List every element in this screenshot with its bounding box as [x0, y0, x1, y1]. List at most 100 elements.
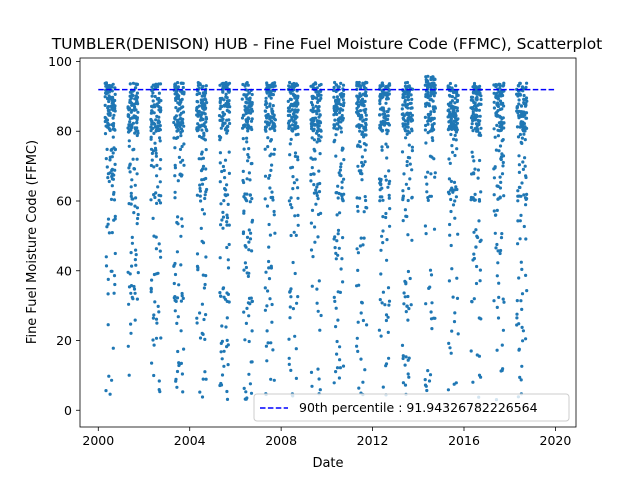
data-point: [498, 144, 503, 148]
data-point: [267, 121, 272, 125]
data-point: [359, 311, 363, 315]
data-point: [520, 292, 525, 296]
data-point: [384, 142, 388, 146]
data-point: [271, 104, 275, 108]
data-point: [402, 95, 406, 99]
data-point: [180, 217, 184, 221]
data-point: [401, 194, 405, 198]
data-point: [112, 274, 117, 278]
data-point: [363, 127, 367, 131]
data-point: [219, 223, 223, 227]
data-point: [423, 115, 427, 119]
data-point: [200, 302, 204, 306]
data-point: [428, 98, 432, 102]
data-point: [429, 77, 433, 82]
data-point: [449, 197, 453, 202]
data-point: [453, 133, 457, 137]
data-point: [361, 130, 365, 134]
data-point: [456, 232, 460, 236]
data-point: [340, 257, 344, 261]
data-point: [182, 163, 186, 167]
data-point: [332, 381, 336, 385]
data-point: [432, 81, 436, 85]
data-point: [474, 245, 478, 249]
data-point: [202, 212, 206, 216]
data-point: [176, 109, 180, 113]
data-point: [502, 81, 506, 85]
data-point: [385, 95, 389, 100]
data-point: [291, 307, 295, 311]
data-point: [247, 228, 251, 232]
data-point: [332, 295, 336, 299]
data-point: [449, 209, 453, 214]
data-point: [289, 295, 293, 299]
data-point: [319, 313, 323, 318]
data-point: [431, 105, 435, 109]
data-point: [336, 196, 340, 200]
data-point: [203, 112, 207, 116]
x-axis-label: Date: [312, 456, 343, 471]
data-point: [333, 105, 337, 109]
data-point: [226, 202, 230, 206]
data-point: [296, 213, 300, 217]
data-point: [111, 346, 115, 350]
data-point: [500, 343, 504, 347]
data-point: [177, 283, 181, 287]
data-point: [401, 354, 405, 358]
data-point: [158, 98, 162, 103]
data-point: [432, 157, 436, 161]
data-point: [225, 397, 230, 401]
data-point: [250, 197, 254, 201]
data-point: [410, 113, 414, 117]
data-point: [243, 84, 247, 88]
data-point: [155, 174, 159, 178]
data-point: [198, 118, 203, 122]
data-point: [178, 107, 182, 111]
data-point: [156, 271, 160, 275]
data-point: [128, 120, 132, 124]
data-point: [471, 196, 475, 200]
data-point: [243, 261, 247, 265]
data-point: [263, 286, 267, 290]
data-point: [360, 172, 364, 176]
data-point: [156, 104, 160, 108]
data-point: [520, 136, 525, 140]
data-point: [336, 290, 340, 294]
data-point: [431, 138, 435, 143]
data-point: [500, 107, 504, 111]
data-point: [269, 264, 273, 268]
data-point: [496, 104, 500, 109]
data-point: [333, 299, 337, 303]
data-point: [296, 125, 300, 129]
data-point: [451, 295, 455, 299]
data-point: [496, 184, 500, 188]
data-point: [472, 90, 476, 94]
data-point: [519, 122, 523, 126]
data-point: [384, 362, 389, 366]
data-point: [498, 99, 503, 103]
data-point: [129, 194, 133, 198]
data-point: [453, 101, 457, 105]
data-point: [455, 109, 460, 113]
data-point: [454, 138, 458, 142]
data-point: [264, 344, 268, 348]
data-point: [356, 320, 360, 324]
data-point: [450, 144, 454, 148]
data-point: [407, 143, 411, 147]
data-point: [288, 142, 292, 146]
data-point: [107, 127, 112, 131]
data-point: [175, 385, 179, 389]
data-point: [219, 294, 223, 298]
data-point: [149, 287, 153, 291]
data-point: [410, 97, 414, 101]
data-point: [518, 375, 522, 379]
data-point: [381, 385, 385, 389]
data-point: [149, 198, 153, 202]
data-point: [249, 119, 254, 123]
data-point: [334, 83, 339, 87]
data-point: [332, 85, 336, 90]
data-point: [406, 269, 410, 274]
data-point: [428, 113, 432, 117]
data-point: [495, 305, 499, 309]
